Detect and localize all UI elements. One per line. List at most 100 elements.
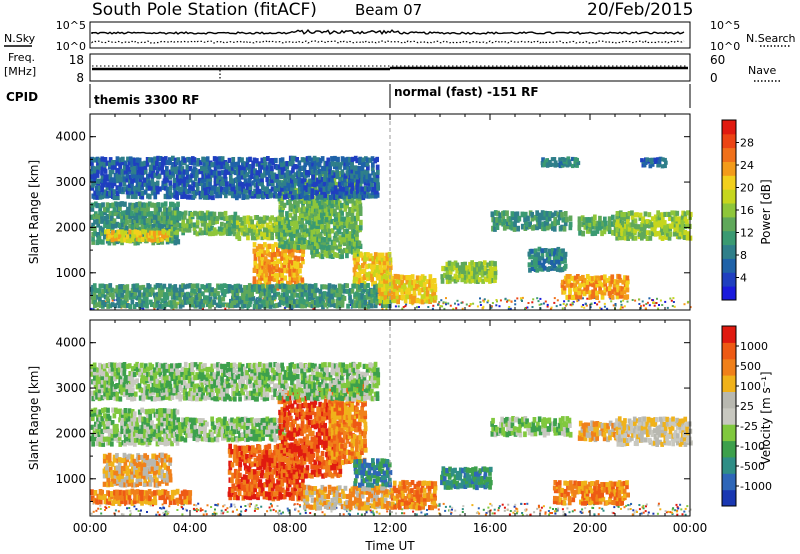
data-cell (315, 170, 319, 176)
data-cell (326, 192, 330, 198)
speckle (403, 512, 406, 515)
speckle (499, 299, 502, 302)
data-cell (343, 181, 348, 187)
data-cell (357, 172, 362, 179)
data-cell (93, 303, 97, 309)
data-cell (585, 286, 590, 292)
data-cell (258, 288, 262, 294)
speckle (516, 297, 519, 300)
data-cell (165, 159, 170, 166)
data-cell (143, 436, 148, 442)
data-cell (593, 214, 597, 221)
data-cell (166, 193, 170, 200)
data-cell (154, 209, 158, 215)
data-cell (355, 184, 359, 190)
speckle (489, 502, 492, 505)
data-cell (236, 165, 240, 171)
data-cell (280, 232, 284, 238)
data-cell (260, 173, 265, 179)
data-cell (308, 161, 312, 167)
data-cell (610, 279, 615, 285)
data-cell (117, 291, 122, 297)
data-cell (111, 407, 115, 413)
data-cell (207, 226, 212, 232)
data-cell (156, 189, 160, 195)
data-cell (623, 294, 628, 300)
speckle (104, 506, 107, 508)
speckle (498, 505, 501, 508)
data-cell (287, 192, 292, 198)
speckle (684, 507, 687, 510)
data-cell (475, 274, 479, 280)
data-cell (578, 283, 582, 289)
speckle (674, 509, 677, 512)
data-cell (155, 221, 160, 228)
speckle (657, 307, 660, 310)
data-cell (392, 279, 397, 285)
data-cell (355, 303, 360, 308)
data-cell (335, 193, 339, 200)
data-cell (280, 211, 284, 218)
data-cell (556, 211, 561, 218)
data-cell (235, 182, 240, 188)
data-cell (348, 231, 353, 237)
data-cell (342, 295, 347, 301)
data-cell (135, 229, 140, 235)
data-cell (340, 160, 345, 166)
data-cell (96, 421, 101, 427)
data-cell (478, 270, 483, 276)
data-cell (133, 229, 138, 235)
data-cell (680, 226, 685, 232)
data-cell (545, 158, 549, 163)
data-cell (261, 251, 265, 258)
data-cell (666, 223, 671, 229)
speckle (397, 305, 400, 308)
data-cell (670, 216, 675, 222)
speckle (282, 304, 285, 307)
data-cell (510, 221, 515, 227)
data-cell (348, 295, 352, 300)
speckle (540, 303, 543, 306)
data-cell (122, 176, 127, 182)
speckle (206, 504, 209, 507)
data-cell (588, 290, 593, 296)
data-cell (359, 219, 363, 226)
speckle (683, 303, 686, 306)
data-cell (288, 206, 293, 212)
speckle (562, 510, 565, 513)
data-cell (182, 193, 187, 199)
data-cell (653, 159, 658, 164)
speckle (657, 502, 660, 505)
data-cell (103, 178, 107, 184)
data-cell (90, 173, 95, 180)
data-cell (147, 180, 152, 186)
data-cell (243, 194, 247, 200)
data-cell (173, 193, 177, 199)
data-cell (143, 181, 148, 187)
data-cell (151, 290, 155, 296)
data-cell (108, 164, 112, 170)
data-cell (263, 250, 267, 256)
speckle (533, 511, 536, 514)
data-cell (233, 283, 238, 289)
data-cell (348, 157, 352, 163)
speckle (461, 508, 464, 511)
data-cell (141, 169, 145, 175)
data-cell (567, 278, 572, 284)
speckle (635, 509, 638, 512)
data-cell (93, 230, 97, 237)
data-cell (441, 265, 445, 272)
data-cell (245, 165, 250, 171)
data-cell (270, 230, 274, 236)
data-cell (320, 156, 325, 162)
data-cell (138, 285, 143, 291)
data-cell (97, 190, 102, 197)
data-cell (150, 230, 155, 236)
speckle (642, 511, 645, 514)
data-cell (220, 221, 224, 227)
data-cell (162, 234, 167, 240)
data-cell (195, 186, 200, 192)
data-cell (133, 217, 137, 223)
data-cell (135, 223, 140, 229)
data-cell (140, 222, 145, 229)
